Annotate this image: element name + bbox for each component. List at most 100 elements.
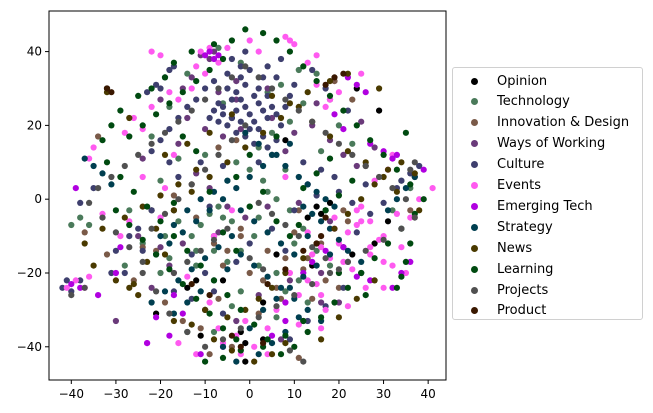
data-point [246,255,253,262]
legend-marker [471,307,478,315]
data-point [202,269,209,277]
data-point [184,328,191,336]
data-point [295,173,302,181]
data-point [215,244,222,251]
data-point [273,284,280,291]
data-point [175,140,182,147]
legend-marker [471,265,478,273]
legend-label: Culture [497,157,545,173]
data-point [242,144,249,151]
data-point [300,255,307,262]
data-point [362,247,369,254]
data-point [411,214,418,221]
data-point [282,148,289,155]
data-point [407,181,414,188]
data-point [353,221,360,229]
data-point [318,244,325,251]
data-point [335,236,342,243]
data-point [228,233,235,240]
data-point [322,81,329,88]
data-point [326,269,334,277]
data-point [170,233,177,240]
x-tick-label: −40 [59,387,84,401]
data-point [398,244,405,251]
legend-label: Events [497,178,542,193]
data-point [86,155,93,162]
data-point [291,129,298,136]
data-point [63,277,70,284]
data-point [197,325,204,332]
data-point [179,317,186,325]
data-point [358,196,365,203]
x-axis: −40 −30 −20 −10 0 10 20 30 40 [59,380,436,401]
data-point [340,258,347,265]
data-point [170,192,177,199]
data-point [353,273,360,280]
data-point [255,295,262,302]
data-point [255,100,262,107]
data-point [117,107,124,114]
data-point [153,111,160,118]
legend-item: Strategy [453,217,553,237]
data-point [393,284,400,291]
data-point [219,55,227,63]
data-point [282,266,289,273]
data-point [197,48,204,55]
data-point [295,292,302,299]
data-point [344,218,351,225]
data-point [130,281,137,288]
data-point [219,229,227,236]
data-point [398,177,405,184]
data-point [304,89,311,96]
data-point [161,185,169,192]
data-point [206,188,213,195]
data-point [264,351,271,358]
data-point [188,266,195,273]
data-point [117,173,124,181]
legend-label: Projects [497,282,549,298]
data-point [367,210,374,217]
y-tick-label: −20 [17,266,42,280]
data-point [282,103,289,110]
data-point [318,269,325,277]
data-point [286,347,293,354]
data-point [99,170,106,177]
data-point [81,240,88,247]
data-point [242,340,249,347]
data-point [322,196,329,203]
data-point [335,192,342,199]
data-point [273,37,280,44]
data-point [121,269,128,277]
data-point [193,218,200,225]
data-point [126,207,133,214]
data-point [389,262,396,269]
plot-frame [48,10,447,381]
data-point [112,207,119,214]
data-point [210,188,218,195]
data-point [228,303,235,310]
x-tick-label: −30 [103,387,128,401]
data-point [304,328,311,336]
data-point [112,277,119,284]
data-point [286,284,293,291]
data-point [282,247,289,254]
data-point [161,299,169,306]
data-point [86,199,93,206]
data-point [335,140,342,147]
data-point [407,207,414,214]
data-point [260,74,267,81]
x-tick-label: 10 [287,387,302,401]
data-point [188,74,195,81]
data-point [108,181,115,188]
data-point [135,92,142,99]
data-point [242,122,249,129]
data-point [344,284,351,291]
data-point [246,37,253,44]
data-point [144,258,151,265]
data-point [206,48,213,55]
data-point [344,229,351,236]
data-point [411,170,418,177]
data-point [286,277,293,284]
data-point [153,81,160,88]
data-point [407,240,414,247]
